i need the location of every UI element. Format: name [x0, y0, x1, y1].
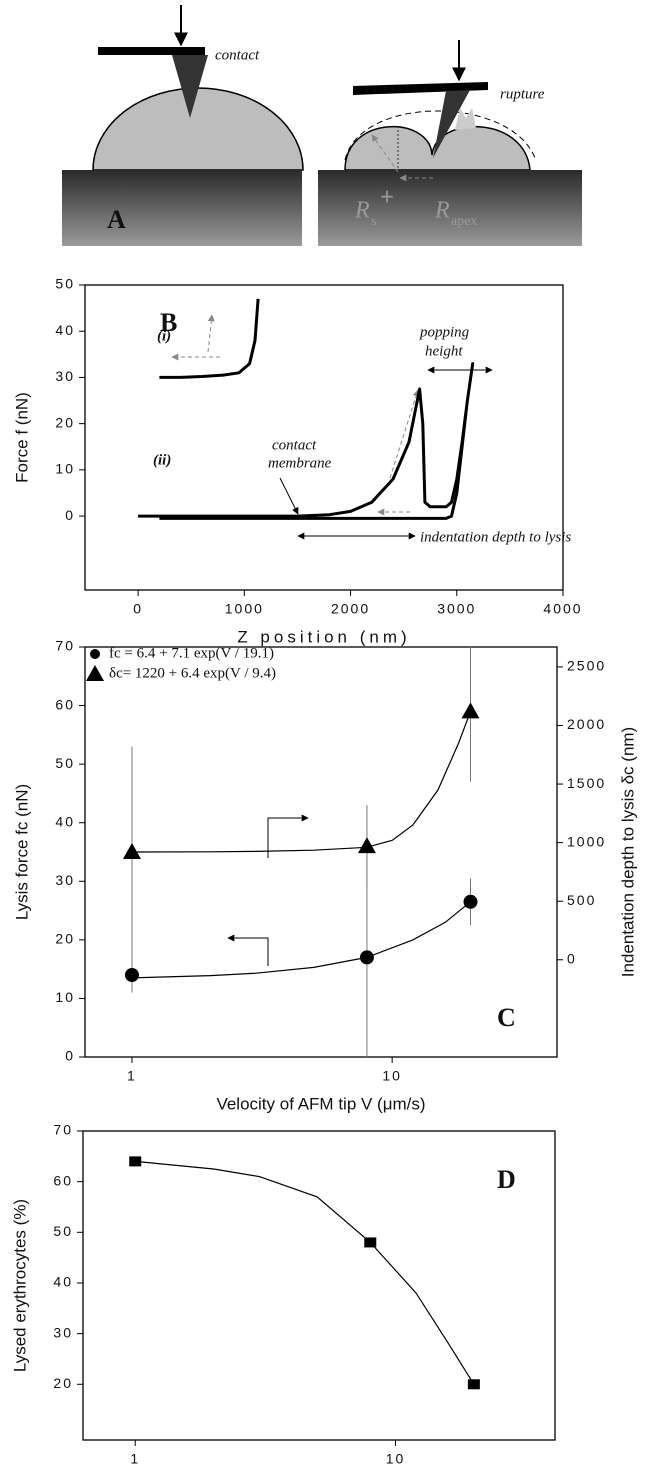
x-tick-label: 10 [386, 1451, 406, 1467]
fit-line [135, 1160, 475, 1385]
y-tick-label: 30 [55, 872, 75, 888]
y-axis-label: Lysed erythrocytes (%) [10, 1199, 29, 1372]
panel-a: contact A rupture R s + R apex [62, 5, 582, 246]
y2-axis-label: Indentation depth to lysis δc (nm) [618, 727, 637, 977]
y2-tick-label: 2000 [567, 716, 606, 732]
rupture-mark [455, 108, 476, 130]
label: contact [215, 47, 260, 63]
y-tick-label: 0 [65, 1048, 75, 1064]
x-tick-label: 4000 [543, 601, 582, 617]
x-tick-label: 0 [133, 601, 143, 617]
y-tick-label: 30 [55, 368, 75, 384]
r-apex: R [434, 198, 450, 224]
y2-tick-label: 2500 [567, 658, 606, 674]
x-tick-label: 2000 [331, 601, 370, 617]
y-tick-label: 30 [53, 1324, 73, 1340]
series-label: (ii) [153, 452, 171, 468]
data-line [159, 298, 260, 379]
panel-b-arrows [171, 314, 493, 540]
tip [433, 90, 470, 158]
annotation: popping [419, 324, 470, 340]
data-point [461, 702, 480, 719]
y-tick-label: 60 [55, 696, 75, 712]
y-tick-label: 20 [53, 1375, 73, 1391]
arrow [279, 477, 299, 515]
r-s: R [354, 198, 370, 224]
y-axis-label: Force f (nN) [12, 392, 31, 483]
y2-tick-label: 1500 [567, 775, 606, 791]
y-tick-label: 60 [53, 1172, 73, 1188]
legend-marker [86, 665, 104, 681]
annotation: height [425, 343, 463, 359]
tip [172, 55, 208, 118]
data-point [122, 843, 141, 859]
data-point [357, 837, 376, 854]
substrate [318, 170, 582, 246]
cell [92, 87, 304, 171]
axis-arrow [227, 934, 269, 966]
x-axis-label: Velocity of AFM tip V (μm/s) [216, 1094, 425, 1113]
y2-tick-label: 500 [567, 892, 596, 908]
y-tick-label: 20 [55, 414, 75, 430]
annotation: indentation depth to lysis [420, 529, 571, 545]
legend-label: δc= 1220 + 6.4 exp(V / 9.4) [109, 665, 276, 681]
panel-label: D [497, 1165, 516, 1194]
legend-marker [90, 649, 100, 659]
y-tick-label: 50 [55, 755, 75, 771]
fit-line [131, 901, 471, 979]
x-axis-label: Z position (nm) [237, 627, 410, 646]
y-tick-label: 70 [53, 1122, 73, 1138]
data-line [138, 362, 475, 520]
y-tick-label: 0 [65, 507, 75, 523]
y-tick-label: 40 [55, 322, 75, 338]
data-point [364, 1237, 377, 1248]
data-point [467, 1379, 480, 1390]
x-tick-label: 1000 [225, 601, 264, 617]
y-tick-label: 40 [55, 813, 75, 829]
x-tick-label: 1 [127, 1068, 137, 1084]
axis-arrow [267, 814, 309, 858]
y2-tick-label: 0 [567, 950, 577, 966]
y-tick-label: 40 [53, 1274, 73, 1290]
r-apex-sub: apex [451, 214, 477, 229]
y-tick-label: 20 [55, 931, 75, 947]
data-point [124, 968, 139, 982]
y-tick-label: 10 [55, 989, 75, 1005]
substrate [62, 170, 302, 246]
plot-frame [84, 646, 558, 1058]
data-point [129, 1156, 142, 1167]
legend-label: fc = 6.4 + 7.1 exp(V / 19.1) [109, 645, 274, 661]
annotation: contact [272, 437, 317, 453]
cantilever [98, 47, 205, 55]
plot-frame [82, 1130, 556, 1441]
fit-line [131, 711, 472, 853]
y-tick-label: 50 [55, 276, 75, 292]
plus: + [380, 183, 394, 210]
data-point [359, 950, 374, 965]
r-s-sub: s [371, 214, 376, 229]
cantilever [353, 82, 488, 95]
annotation: membrane [268, 455, 332, 471]
series-label: (i) [157, 328, 171, 344]
panel-c-arrows [227, 814, 309, 966]
y2-tick-label: 1000 [567, 833, 606, 849]
arrow [207, 314, 215, 353]
y-tick-label: 50 [53, 1223, 73, 1239]
y-tick-label: 10 [55, 461, 75, 477]
outline [344, 110, 536, 161]
plot-frame [84, 284, 564, 591]
radius-arrow [371, 134, 399, 173]
y-axis-label: Lysis force fc (nN) [12, 784, 31, 920]
label: rupture [500, 86, 545, 102]
y-tick-label: 70 [55, 638, 75, 654]
data-point [463, 894, 478, 909]
x-tick-label: 3000 [437, 601, 476, 617]
x-tick-label: 1 [130, 1451, 140, 1467]
panel-label: A [107, 205, 126, 234]
arrow [389, 389, 420, 479]
x-tick-label: 10 [382, 1068, 402, 1084]
panel-label: C [497, 1003, 516, 1032]
panel-label: B [160, 308, 177, 337]
